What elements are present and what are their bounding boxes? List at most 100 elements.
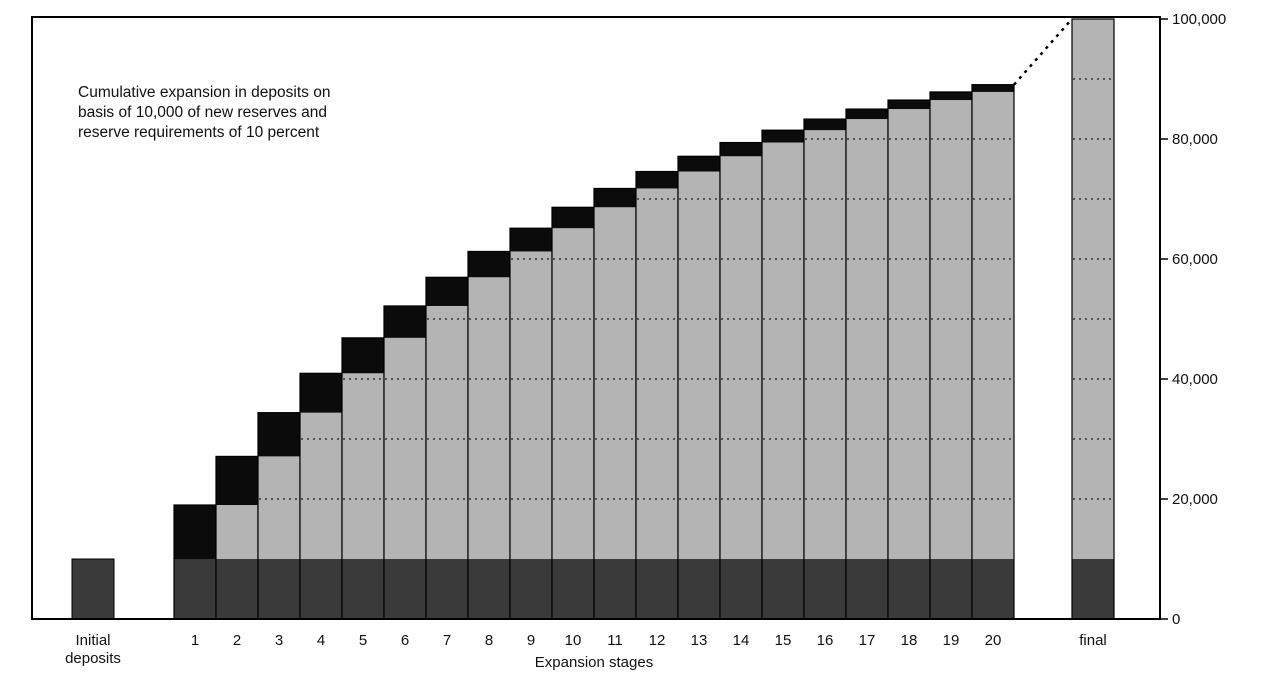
bar-segment-expansion bbox=[594, 207, 636, 559]
bar-segment-base bbox=[426, 559, 468, 619]
bar-segment-expansion bbox=[300, 412, 342, 559]
y-tick-label: 60,000 bbox=[1172, 251, 1218, 268]
chart-annotation: Cumulative expansion in deposits on basis… bbox=[78, 84, 330, 141]
plot-frame bbox=[31, 16, 1161, 620]
bar-segment-new bbox=[594, 188, 636, 208]
bar-segment-expansion bbox=[384, 337, 426, 559]
bar-segment-base bbox=[888, 559, 930, 619]
bar-segment-new bbox=[174, 505, 216, 559]
bar-segment-new bbox=[300, 373, 342, 413]
category-label-stage: 15 bbox=[775, 632, 792, 649]
bar-segment-expansion bbox=[216, 505, 258, 559]
bar-segment-expansion bbox=[846, 119, 888, 559]
bar-segment-expansion bbox=[720, 156, 762, 559]
bar-segment-base bbox=[972, 559, 1014, 619]
bar-segment-expansion bbox=[930, 100, 972, 559]
connector-line bbox=[1013, 18, 1073, 86]
y-tick-label: 80,000 bbox=[1172, 131, 1218, 148]
bar-segment-expansion bbox=[510, 251, 552, 559]
bar-segment-new bbox=[342, 337, 384, 374]
bar-segment-new bbox=[468, 251, 510, 278]
bar-segment-new bbox=[762, 130, 804, 143]
category-label-stage: 19 bbox=[943, 632, 960, 649]
bar-final-expansion bbox=[1072, 19, 1114, 559]
bar-segment-base bbox=[510, 559, 552, 619]
bar-segment-new bbox=[216, 456, 258, 505]
bar-segment-expansion bbox=[972, 91, 1014, 559]
category-label-stage: 11 bbox=[607, 632, 623, 649]
y-tick-label: 100,000 bbox=[1172, 11, 1226, 28]
bar-segment-new bbox=[678, 156, 720, 172]
bar-segment-expansion bbox=[888, 109, 930, 559]
bar-segment-base bbox=[468, 559, 510, 619]
bar-segment-base bbox=[594, 559, 636, 619]
category-label-stage: 3 bbox=[275, 632, 283, 649]
labels-layer: 0 20,000 40,000 60,000 80,000 100,000 Initial d… bbox=[65, 11, 1226, 667]
category-label-stage: 8 bbox=[485, 632, 493, 649]
category-label-stage: 5 bbox=[359, 632, 367, 649]
bar-segment-base bbox=[804, 559, 846, 619]
bar-initial-deposits bbox=[71, 558, 115, 620]
bar-segment-new bbox=[720, 142, 762, 157]
bar-segment-new bbox=[426, 277, 468, 306]
bar-segment-base bbox=[552, 559, 594, 619]
y-tick-label: 40,000 bbox=[1172, 371, 1218, 388]
bar-segment-base bbox=[720, 559, 762, 619]
bar-segment-expansion bbox=[342, 373, 384, 559]
category-label-final: final bbox=[1079, 632, 1107, 649]
category-label-stage: 17 bbox=[859, 632, 876, 649]
bar-segment-base bbox=[384, 559, 426, 619]
category-label-stage: 16 bbox=[817, 632, 834, 649]
bar-segment-base bbox=[846, 559, 888, 619]
bar-segment-new bbox=[510, 228, 552, 252]
bar-segment-base bbox=[258, 559, 300, 619]
bar-segment-new bbox=[846, 109, 888, 120]
bar-final-base bbox=[1072, 559, 1114, 619]
bar-segment-new bbox=[972, 84, 1014, 92]
category-label-stage: 13 bbox=[691, 632, 708, 649]
category-label-stage: 2 bbox=[233, 632, 241, 649]
bar-segment-base bbox=[636, 559, 678, 619]
bar-segment-new bbox=[258, 412, 300, 457]
category-label-stage: 10 bbox=[565, 632, 582, 649]
bar-segment-new bbox=[636, 171, 678, 189]
bar-segment-expansion bbox=[258, 456, 300, 559]
category-label-initial: Initial deposits bbox=[65, 632, 121, 667]
category-label-stage: 14 bbox=[733, 632, 750, 649]
category-label-stage: 9 bbox=[527, 632, 535, 649]
bar-segment-new bbox=[804, 119, 846, 131]
bar-segment-base bbox=[930, 559, 972, 619]
y-tick-label: 0 bbox=[1172, 611, 1180, 628]
bar-segment-base bbox=[762, 559, 804, 619]
bars-layer bbox=[71, 18, 1115, 620]
bar-segment-expansion bbox=[804, 130, 846, 559]
bar-segment-expansion bbox=[762, 142, 804, 559]
category-label-stage: 18 bbox=[901, 632, 918, 649]
bar-segment-expansion bbox=[426, 305, 468, 559]
category-label-stage: 6 bbox=[401, 632, 409, 649]
category-label-stage: 7 bbox=[443, 632, 451, 649]
bar-segment-new bbox=[552, 207, 594, 229]
bar-segment-base bbox=[300, 559, 342, 619]
bar-segment-expansion bbox=[468, 277, 510, 559]
bar-segment-new bbox=[930, 91, 972, 101]
y-tick-label: 20,000 bbox=[1172, 491, 1218, 508]
bar-segment-base bbox=[342, 559, 384, 619]
annotation-line: reserve requirements of 10 percent bbox=[78, 124, 320, 141]
bar-segment-new bbox=[888, 100, 930, 110]
bar-segment-expansion bbox=[678, 171, 720, 559]
bar-segment-expansion bbox=[552, 228, 594, 559]
x-axis-title: Expansion stages bbox=[535, 654, 653, 671]
annotation-line: basis of 10,000 of new reserves and bbox=[78, 104, 327, 121]
category-label-stage: 4 bbox=[317, 632, 325, 649]
bar-segment-new bbox=[384, 305, 426, 338]
category-label-stage: 1 bbox=[191, 632, 199, 649]
annotation-line: Cumulative expansion in deposits on bbox=[78, 84, 330, 101]
bar-segment-base bbox=[174, 559, 216, 619]
bar-segment-expansion bbox=[636, 188, 678, 559]
category-label-stage: 20 bbox=[985, 632, 1002, 649]
bar-segment-base bbox=[678, 559, 720, 619]
category-label-stage: 12 bbox=[649, 632, 666, 649]
bar-segment-base bbox=[216, 559, 258, 619]
